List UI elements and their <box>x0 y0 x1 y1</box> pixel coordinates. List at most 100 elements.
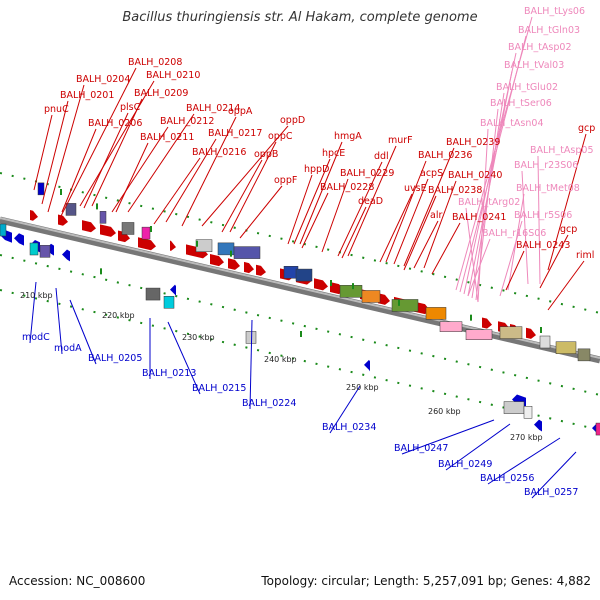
leader-line <box>521 170 529 285</box>
gene-label-red: BALH_0214 <box>186 103 240 114</box>
gene-label-pink: BALH_r5S06 <box>514 210 572 221</box>
gene-label-pink: BALH_tAsn04 <box>480 118 544 129</box>
feature-box <box>39 245 51 258</box>
gene-label-red: hpcE <box>322 148 345 159</box>
feature-box <box>245 331 257 344</box>
scale-tick-label: 260 kbp <box>428 407 461 416</box>
tick-mark <box>196 240 198 247</box>
feature-box <box>391 299 419 312</box>
gene-arrow-forward <box>100 224 116 237</box>
gene-label-blue: BALH_0215 <box>192 383 246 394</box>
gene-label-red: ddl <box>374 151 389 162</box>
feature-box <box>37 182 45 196</box>
leader-line <box>321 178 349 253</box>
scale-tick-label: 240 kbp <box>264 355 297 364</box>
leader-line <box>33 114 53 191</box>
tick-mark <box>540 327 542 333</box>
tick-mark <box>100 268 102 275</box>
leader-line <box>153 157 201 225</box>
gene-label-red: BALH_0217 <box>208 128 262 139</box>
gene-label-red: BALH_0212 <box>160 116 214 127</box>
gene-label-red: BALH_0208 <box>128 57 182 68</box>
gene-arrow-forward <box>170 240 176 251</box>
leader-line <box>239 185 283 239</box>
scale-tick-label: 230 kbp <box>182 333 215 342</box>
leader-line <box>465 207 479 303</box>
gene-arrow-reverse <box>62 249 70 262</box>
feature-box <box>195 239 213 252</box>
leader-line <box>499 220 523 297</box>
leader-line <box>379 193 413 263</box>
leader-line <box>91 98 143 207</box>
gene-arrow-reverse <box>534 419 542 432</box>
tick-mark <box>330 280 332 286</box>
gene-arrow-reverse <box>364 359 370 372</box>
scale-dots <box>0 172 600 431</box>
gene-label-red: plsC <box>120 102 141 113</box>
feature-box <box>499 326 523 339</box>
leader-line <box>69 299 97 365</box>
leader-line <box>505 250 525 291</box>
gene-label-red: oppA <box>228 106 253 117</box>
gene-label-pink: BALH_tGln03 <box>518 25 580 36</box>
tick-mark <box>398 299 400 306</box>
gene-arrow-forward <box>138 237 156 251</box>
feature-box <box>465 329 493 340</box>
gene-labels: BALH_0208 BALH_0204 BALH_0210 BALH_0201 BALH… <box>22 6 595 498</box>
gene-label-pink: BALH_tLys06 <box>524 6 585 17</box>
tick-mark <box>300 331 302 337</box>
leader-line <box>467 238 491 297</box>
leader-line <box>403 195 437 271</box>
leader-line <box>385 160 427 263</box>
gene-arrow-reverse <box>170 284 176 297</box>
gene-arrow-forward <box>482 317 492 329</box>
feature-box <box>539 335 551 349</box>
leader-line <box>299 141 343 245</box>
gene-label-red: BALH_0210 <box>146 70 200 81</box>
gene-label-red: murF <box>388 135 413 146</box>
gene-label-red: hmgA <box>334 131 362 142</box>
gene-label-red: acpS <box>420 168 443 179</box>
leader-line <box>337 161 383 257</box>
leader-line <box>445 423 511 471</box>
topology-text: Topology: circular; Length: 5,257,091 bp… <box>261 574 591 588</box>
tick-mark <box>352 283 354 290</box>
feature-box <box>163 296 175 309</box>
leader-line <box>167 321 201 395</box>
leader-line <box>477 128 489 303</box>
gene-label-pink: BALH_tSer06 <box>490 98 552 109</box>
feature-box <box>555 341 577 354</box>
gene-label-pink: BALH_tAsp05 <box>530 145 594 156</box>
leader-line <box>537 155 541 285</box>
label-leader-lines <box>29 16 587 499</box>
gene-label-red: gcp <box>560 224 577 235</box>
gene-label-pink: BALH_tVal03 <box>504 60 564 71</box>
leader-line <box>29 281 37 344</box>
leader-line <box>47 84 85 213</box>
gene-label-red: BALH_0236 <box>418 150 472 161</box>
leader-line <box>423 180 457 269</box>
leader-line <box>59 67 137 219</box>
leader-line <box>401 419 495 455</box>
gene-label-red: BALH_0201 <box>60 90 114 101</box>
gene-label-red: BALH_0240 <box>448 170 502 181</box>
gene-label-blue: BALH_0249 <box>438 459 492 470</box>
leader-line <box>165 138 217 223</box>
gene-label-blue: modC <box>22 332 50 343</box>
scale-tick-label: 220 kbp <box>102 311 135 320</box>
feature-box <box>145 287 161 301</box>
gene-label-red: BALH_0238 <box>428 185 482 196</box>
gene-label-blue: BALH_0257 <box>524 487 578 498</box>
gene-arrow-forward <box>210 254 224 267</box>
gene-arrow-forward <box>256 264 266 276</box>
tick-mark <box>230 250 232 257</box>
gene-label-blue: BALH_0234 <box>322 422 376 433</box>
scale-tick-label: 250 kbp <box>346 383 379 392</box>
leader-line <box>487 437 561 485</box>
gene-arrow-forward <box>30 210 38 221</box>
leader-line <box>293 158 331 245</box>
gene-label-red: oppC <box>268 131 293 142</box>
gene-label-red: BALH_0209 <box>134 88 188 99</box>
feature-box <box>0 223 7 237</box>
leader-line <box>41 100 69 205</box>
